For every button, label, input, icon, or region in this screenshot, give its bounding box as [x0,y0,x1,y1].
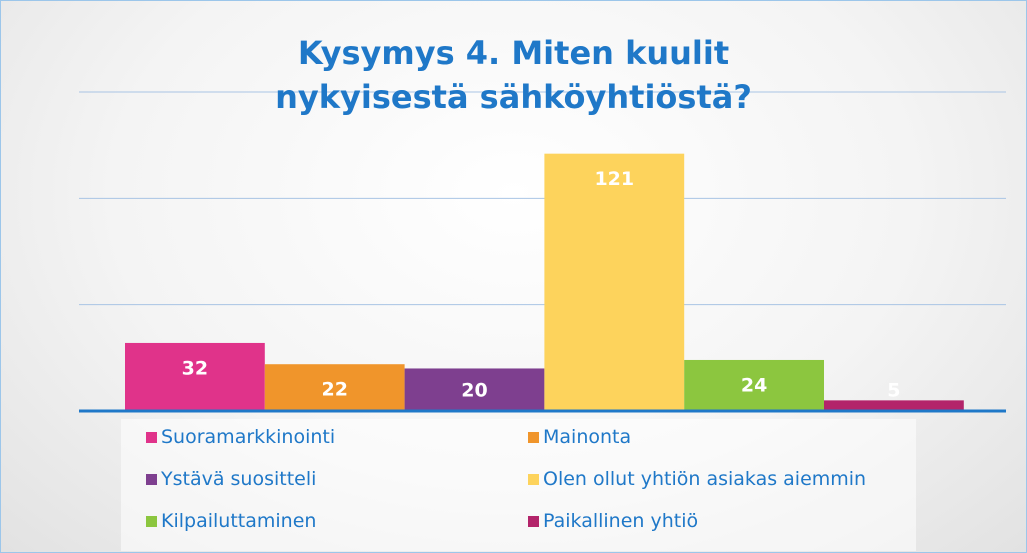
legend-item: Mainonta [528,426,631,448]
data-label: 22 [321,379,347,401]
legend-label: Mainonta [543,426,632,448]
legend-label: Olen ollut yhtiön asiakas aiemmin [543,468,867,490]
legend-item: Olen ollut yhtiön asiakas aiemmin [528,468,866,490]
legend-item: Paikallinen yhtiö [528,510,698,532]
chart-title: Kysymys 4. Miten kuulit nykyisestä sähkö… [275,34,752,116]
legend-swatch [528,431,539,443]
data-label: 32 [182,357,208,379]
data-label: 5 [887,380,900,402]
data-label: 121 [594,168,634,190]
legend-item: Suoramarkkinointi [146,426,335,448]
bar [404,368,545,411]
data-label: 20 [461,380,487,402]
legend-swatch [146,473,157,485]
legend-label: Suoramarkkinointi [161,426,336,448]
bar [125,342,265,411]
bar [264,364,405,411]
legend-swatch [528,515,539,527]
legend-swatch [528,473,539,485]
legend-swatch [146,431,157,443]
legend-label: Ystävä suositteli [161,468,317,490]
legend-label: Paikallinen yhtiö [543,510,699,532]
bar [544,153,685,411]
bar [684,359,824,411]
legend-item: Kilpailuttaminen [146,510,316,532]
data-label: 24 [741,374,767,396]
legend-item: Ystävä suositteli [146,468,316,490]
legend: Suoramarkkinointi Mainonta Ystävä suositte… [121,419,916,551]
bar [824,400,964,411]
legend-label: Kilpailuttaminen [161,510,317,532]
legend-swatch [146,515,157,527]
